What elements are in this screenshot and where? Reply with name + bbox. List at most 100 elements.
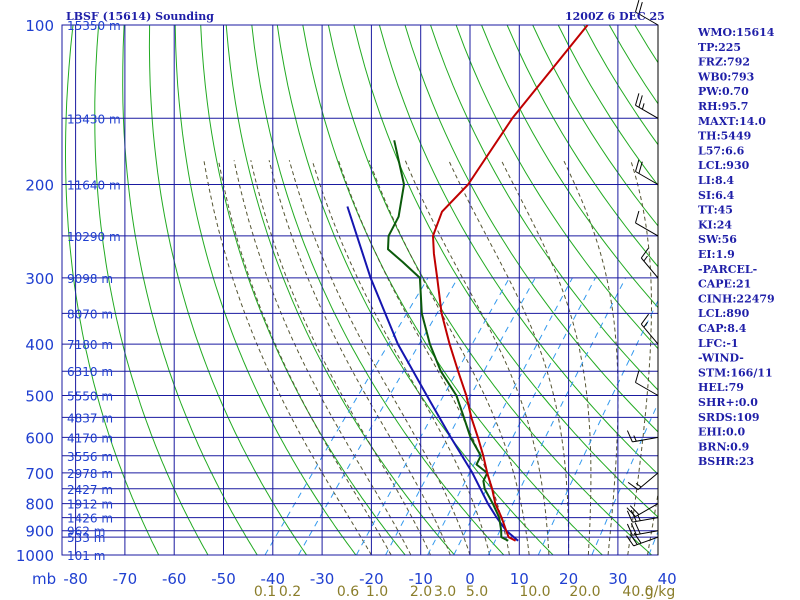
moist-adiabat	[404, 160, 550, 555]
parcel-profile-line	[346, 206, 519, 542]
wind-barb	[626, 509, 659, 523]
grid-lines	[61, 24, 659, 556]
pressure-tick-label: 500	[25, 388, 54, 406]
index-line: KI:24	[698, 218, 732, 231]
moist-adiabat	[203, 160, 372, 555]
valid-time: 1200Z 6 DEC 25	[565, 10, 665, 23]
height-label: 6310 m	[67, 365, 113, 379]
height-label: 9098 m	[67, 272, 113, 286]
temperature-tick-label: -10	[408, 570, 433, 588]
temperature-tick-label: -50	[211, 570, 236, 588]
wind-barb	[635, 93, 659, 119]
dry-adiabat	[378, 25, 658, 475]
mixing-ratio-label: 0.1	[254, 584, 276, 600]
wind-barb	[626, 522, 659, 536]
dry-adiabat	[583, 25, 658, 146]
height-label: 4170 m	[67, 431, 113, 445]
temperature-tick-label: 30	[608, 570, 627, 588]
temperature-tick-label: -30	[310, 570, 335, 588]
pressure-unit-label: mb	[32, 570, 56, 588]
height-label: 101 m	[67, 549, 105, 563]
index-line: STM:166/11	[698, 366, 773, 379]
height-label: 5550 m	[67, 390, 113, 404]
index-line: EHI:0.0	[698, 426, 745, 439]
pressure-tick-label: 100	[25, 17, 54, 35]
moist-adiabat	[647, 491, 658, 555]
temperature-tick-label: 20	[559, 570, 578, 588]
index-line: SRDS:109	[698, 411, 760, 424]
temperature-profile-line	[432, 25, 589, 542]
mixing-ratio-label: 0.2	[279, 584, 301, 600]
index-line: BRN:0.9	[698, 440, 749, 453]
wind-barbs	[626, 0, 659, 555]
height-label: 11640 m	[67, 179, 121, 193]
temperature-tick-label: -70	[113, 570, 138, 588]
sounding-profiles	[346, 25, 589, 542]
mixing-ratio-label: 40.0	[622, 584, 653, 600]
pressure-tick-label: 600	[25, 429, 54, 447]
moist-adiabat	[218, 160, 392, 555]
dewpoint-profile-line	[387, 140, 509, 542]
moist-adiabat	[250, 160, 432, 555]
mixing-ratio-line	[453, 277, 596, 555]
index-line: SHR+:0.0	[698, 396, 758, 409]
dry-adiabat	[557, 25, 658, 187]
index-line: CINH:22479	[698, 292, 775, 305]
wind-barb	[627, 472, 659, 491]
pressure-tick-label: 1000	[16, 547, 54, 565]
wind-barb	[626, 503, 659, 518]
temperature-tick-label: 40	[658, 570, 677, 588]
background-lines	[65, 25, 658, 555]
height-label: 2978 m	[67, 467, 113, 481]
height-label: 962 m	[67, 525, 105, 539]
dry-adiabat	[532, 25, 658, 227]
mixing-ratio-label: 10.0	[519, 584, 550, 600]
height-label: 7180 m	[67, 338, 113, 352]
mixing-ratio-label: 0.6	[337, 584, 359, 600]
wind-barb	[635, 159, 659, 185]
mixing-ratio-line	[355, 277, 510, 555]
wind-barb	[635, 370, 659, 396]
index-line: BSHR:23	[698, 455, 754, 468]
height-label: 1912 m	[67, 498, 113, 512]
index-line: CAPE:21	[698, 278, 751, 291]
index-line: SW:56	[698, 233, 737, 246]
index-line: SI:6.4	[698, 189, 735, 202]
index-line: L57:6.6	[698, 144, 745, 157]
height-label: 3556 m	[67, 450, 113, 464]
mixing-ratio-label: 3.0	[434, 584, 456, 600]
index-line: FRZ:792	[698, 56, 750, 69]
dry-adiabat	[353, 25, 658, 518]
dry-adiabat	[481, 25, 658, 309]
temperature-tick-label: -40	[261, 570, 286, 588]
index-line: CAP:8.4	[698, 322, 747, 335]
height-label: 2427 m	[67, 483, 113, 497]
index-line: WMO:15614	[697, 26, 775, 39]
wind-barb	[626, 430, 659, 443]
moist-adiabat	[563, 160, 619, 555]
mixing-ratio-label: 1.0	[366, 584, 388, 600]
index-line: HEL:79	[698, 381, 744, 394]
moist-adiabat	[368, 160, 530, 555]
wind-barb	[635, 0, 659, 26]
height-label: 1426 m	[67, 512, 113, 526]
index-line: MAXT:14.0	[698, 115, 766, 128]
moist-adiabat	[627, 160, 652, 555]
mixing-ratio-line	[537, 299, 658, 555]
mixing-ratio-label: 2.0	[410, 584, 432, 600]
moist-adiabat	[268, 160, 451, 555]
dry-adiabat	[506, 25, 658, 268]
pressure-tick-label: 300	[25, 270, 54, 288]
pressure-tick-label: 400	[25, 336, 54, 354]
index-line: LCL:930	[698, 159, 750, 172]
temperature-tick-label: -20	[359, 570, 384, 588]
height-label: 533 m	[67, 531, 105, 545]
pressure-tick-label: 800	[25, 496, 54, 514]
dry-adiabat	[276, 25, 554, 555]
index-line: TP:225	[698, 41, 741, 54]
wind-barb	[640, 247, 659, 279]
height-label: 8070 m	[67, 307, 113, 321]
index-line: WB0:793	[697, 70, 754, 83]
